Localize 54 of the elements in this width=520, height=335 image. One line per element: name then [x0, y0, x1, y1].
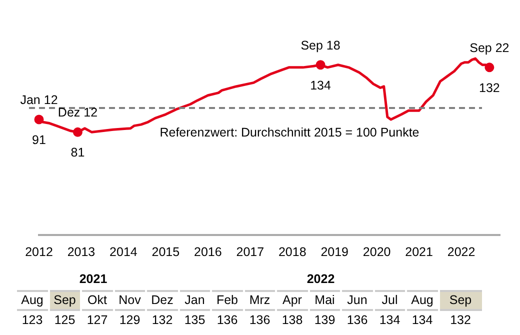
category-label: Mrz [244, 290, 275, 311]
data-label: 129 [118, 312, 142, 329]
data-label: 91 [32, 132, 46, 147]
ref-line-label: Referenzwert: Durchschnitt 2015 = 100 Punkte [160, 126, 420, 140]
data-label: 134 [310, 78, 331, 92]
data-label: 134 [378, 312, 402, 329]
data-label: 138 [280, 312, 304, 329]
data-label: 125 [53, 312, 76, 329]
data-label: 134 [410, 312, 434, 329]
x-tick-label: 2021 [405, 244, 434, 259]
data-label: 132 [449, 312, 472, 329]
category-label: Apr [277, 290, 308, 311]
point [316, 60, 326, 70]
x-tick-label: 2017 [236, 244, 264, 259]
category-label: Sep [440, 290, 482, 311]
data-label: 123 [20, 312, 44, 329]
x-tick-label: 2015 [152, 244, 180, 259]
category-label: Sep [50, 290, 80, 311]
x-tick-label: 2019 [320, 244, 349, 259]
data-label: 136 [346, 312, 369, 329]
data-label: 132 [479, 80, 500, 95]
x-tick-label: 2022 [447, 244, 476, 259]
category-label: Okt [82, 290, 112, 311]
category-label: Jan [180, 290, 210, 311]
category-label: Dez [147, 290, 178, 311]
data-label: 135 [183, 312, 206, 329]
category-label: Mai [310, 290, 340, 311]
x-tick-label: 2020 [362, 244, 391, 259]
category-label: Aug [17, 290, 48, 311]
x-tick-label: 2014 [110, 244, 138, 259]
category-label: Jul [374, 290, 405, 311]
data-label: 136 [248, 312, 272, 329]
annotation: Dez 12 [58, 106, 98, 120]
x-tick-label: 2018 [278, 244, 306, 259]
text: 2021 [79, 272, 108, 286]
data-label: 127 [86, 312, 109, 329]
category-label: Jun [342, 290, 372, 311]
point [484, 62, 494, 72]
annotation: Sep 18 [300, 38, 340, 52]
annotation: Jan 12 [20, 92, 58, 107]
text: 2022 [306, 272, 335, 286]
category-label: Feb [212, 290, 242, 311]
category-label: Nov [114, 290, 145, 311]
category-label: Aug [407, 290, 438, 311]
data-label: 132 [150, 312, 174, 329]
point [34, 114, 44, 124]
data-label: 136 [216, 312, 239, 329]
x-tick-label: 2013 [67, 244, 96, 259]
annotation: Sep 22 [470, 40, 510, 55]
x-tick-label: 2012 [25, 244, 53, 259]
data-label: 81 [70, 146, 85, 160]
point [72, 127, 82, 137]
x-tick-label: 2016 [194, 244, 222, 259]
data-label: 139 [313, 312, 336, 329]
